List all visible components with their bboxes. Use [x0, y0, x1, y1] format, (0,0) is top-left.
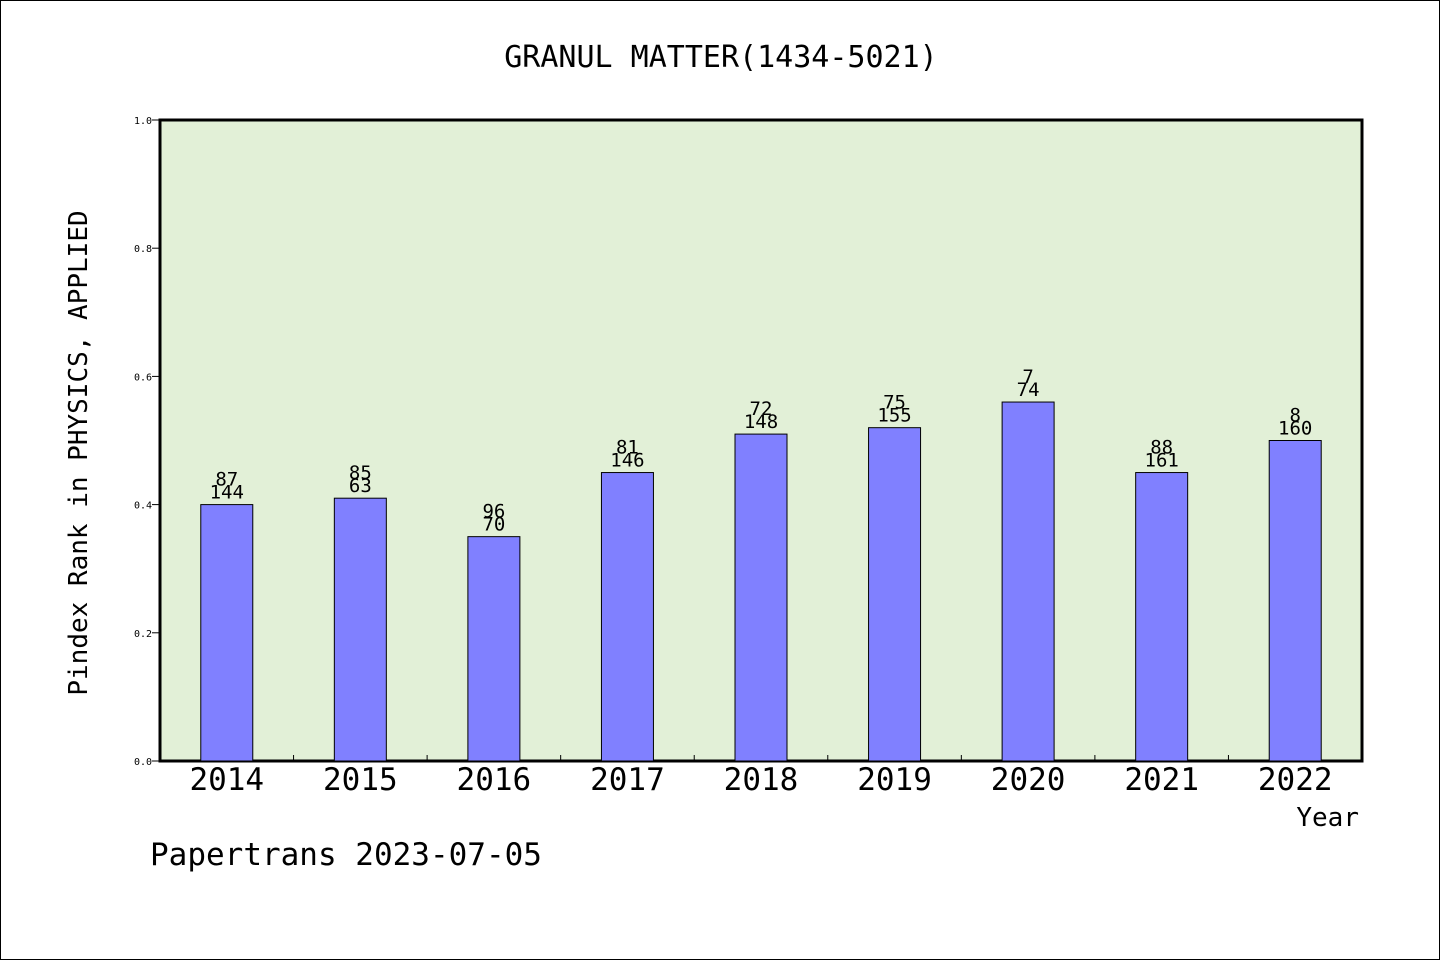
bar-2015 [333, 497, 387, 762]
bar-2014 [200, 504, 254, 762]
bar-label-top: 85 [349, 462, 372, 484]
bar-label-bottom: 144 [210, 482, 244, 504]
x-tick-label: 2016 [457, 762, 532, 798]
bar-label-bottom: 161 [1145, 450, 1179, 472]
bar-label-top: 75 [883, 392, 906, 414]
bar-label-bottom: 146 [610, 450, 644, 472]
y-tick-label: 0.8 [134, 244, 152, 255]
x-tick-label: 2017 [590, 762, 665, 798]
y-tick-label: 1.0 [134, 116, 152, 127]
y-axis-ticks: 0.0 0.2 0.4 0.6 0.8 1.0 [134, 116, 160, 768]
x-tick-label: 2020 [991, 762, 1066, 798]
y-tick-label: 0.4 [134, 501, 152, 512]
x-tick-label: 2018 [724, 762, 799, 798]
x-tick-label: 2021 [1124, 762, 1199, 798]
bar-label-top: 8 [1289, 405, 1300, 427]
bar-label-top: 81 [616, 437, 639, 459]
bar-label-top: 96 [482, 501, 505, 523]
bar-2021 [1135, 472, 1189, 762]
bar-label-bottom: 160 [1278, 418, 1312, 440]
bar-2017 [600, 472, 654, 762]
bar-label-top: 72 [750, 398, 773, 420]
bar-2016 [467, 536, 521, 762]
y-tick-label: 0.6 [134, 372, 152, 383]
bar-label-top: 7 [1022, 366, 1033, 388]
y-tick-label: 0.2 [134, 629, 152, 640]
x-tick-label: 2015 [323, 762, 398, 798]
x-axis-label: Year [1296, 803, 1359, 833]
bar-2018 [734, 433, 788, 762]
bar-label-bottom: 155 [877, 405, 911, 427]
bar-label-bottom: 63 [349, 475, 372, 497]
bar-label-bottom: 148 [744, 411, 778, 433]
footer-credit: Papertrans 2023-07-05 [150, 837, 542, 873]
x-tick-label: 2022 [1258, 762, 1333, 798]
x-axis-ticks: 2014 2015 2016 2017 2018 2019 2020 2021 2022 [189, 755, 1333, 798]
chart-title: GRANUL MATTER(1434-5021) [504, 40, 937, 75]
bar-2022 [1268, 440, 1322, 762]
bar-2019 [868, 427, 922, 762]
y-axis-label: Pindex Rank in PHYSICS, APPLIED [64, 210, 94, 695]
bar-label-top: 88 [1150, 437, 1173, 459]
y-tick-label: 0.0 [134, 757, 152, 768]
bar-2020 [1001, 401, 1055, 762]
bar-label-top: 87 [215, 469, 238, 491]
bar-label-bottom: 70 [482, 514, 505, 536]
bar-label-bottom: 74 [1017, 379, 1040, 401]
x-tick-label: 2014 [189, 762, 264, 798]
x-tick-label: 2019 [857, 762, 932, 798]
